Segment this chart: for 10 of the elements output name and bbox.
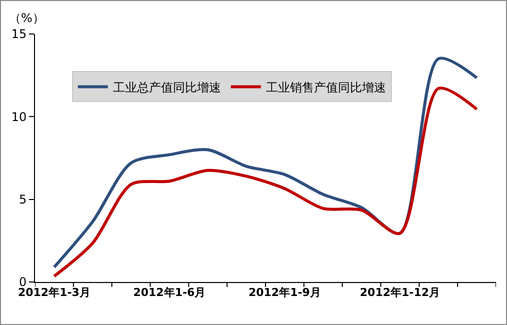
x-tick-label: 2012年1-6月: [133, 286, 206, 300]
legend-label: 工业总产值同比增速: [112, 80, 221, 94]
x-tick-label: 2012年1-3月: [18, 286, 90, 300]
x-tick-label: 2012年1-9月: [248, 286, 321, 300]
y-tick-label: 15: [11, 27, 27, 42]
y-axis-title: （%）: [9, 11, 44, 25]
x-tick-label: 2012年1-12月: [360, 286, 440, 300]
legend-label: 工业销售产值同比增速: [266, 80, 386, 94]
y-tick-label: 5: [18, 192, 27, 207]
y-tick-label: 10: [11, 110, 27, 124]
